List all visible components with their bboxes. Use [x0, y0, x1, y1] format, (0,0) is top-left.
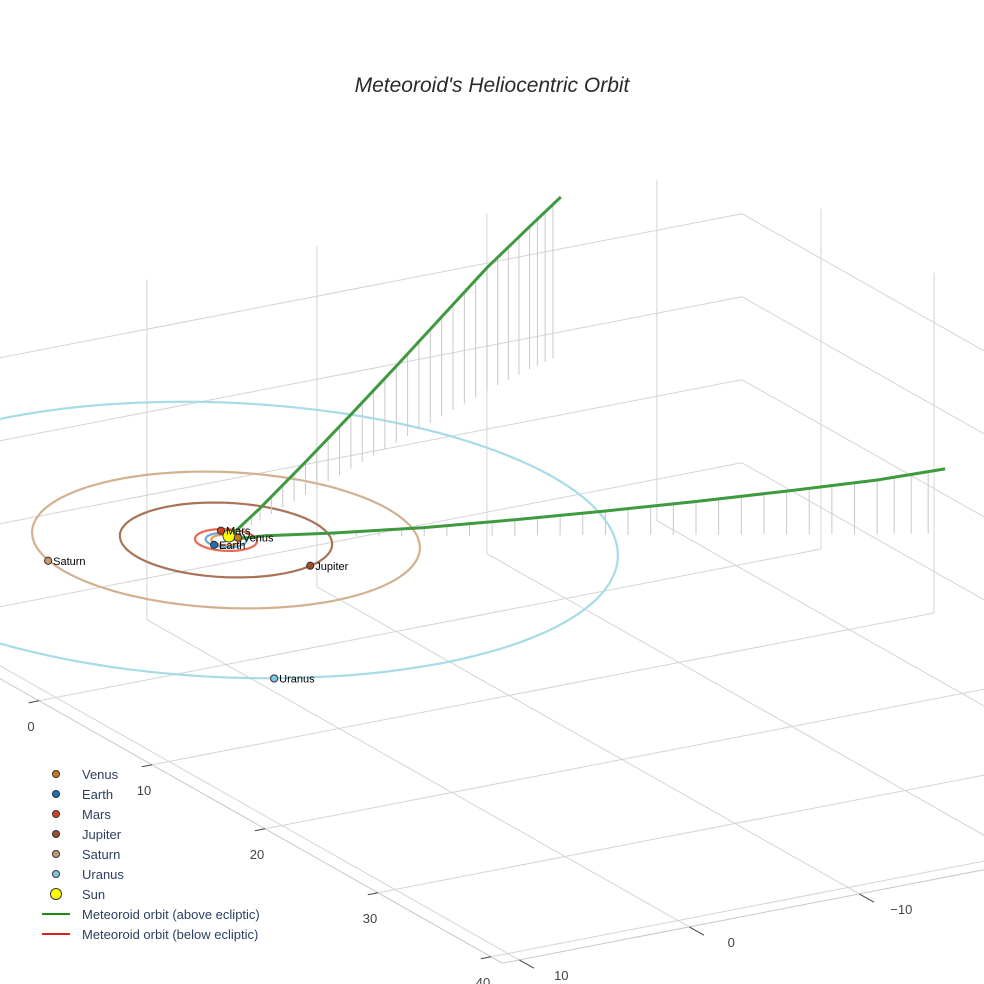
legend-marker-swatch — [38, 804, 74, 824]
grid-line — [741, 462, 984, 601]
legend-label: Jupiter — [82, 826, 122, 842]
grid-line — [656, 520, 984, 707]
y-tick-label: −10 — [890, 902, 912, 917]
planet-label-jupiter: Jupiter — [315, 561, 348, 573]
x-tick-label: 10 — [137, 783, 151, 798]
grid-line — [264, 688, 984, 830]
legend-label: Mars — [82, 806, 111, 822]
x-tick-label: 30 — [363, 911, 377, 926]
grid-line — [741, 379, 984, 518]
grid-line — [0, 213, 742, 359]
grid-line — [316, 586, 860, 895]
legend-line-swatch — [38, 924, 74, 944]
legend-item[interactable]: Meteoroid orbit (above ecliptic) — [38, 904, 260, 924]
grid-line — [741, 213, 984, 352]
orbit-saturn — [30, 470, 422, 610]
grid-line — [377, 774, 984, 894]
y-axis-tick — [689, 926, 705, 936]
grid-line — [38, 548, 822, 702]
legend-label: Earth — [82, 786, 114, 802]
planet-marker-venus — [233, 533, 242, 542]
planet-marker-uranus — [270, 674, 279, 683]
legend-item[interactable]: Jupiter — [38, 824, 260, 844]
legend-item[interactable]: Mars — [38, 804, 260, 824]
legend-item[interactable]: Earth — [38, 784, 260, 804]
legend-label: Uranus — [82, 866, 124, 882]
x-tick-label: 0 — [27, 719, 34, 734]
legend-item[interactable]: Saturn — [38, 844, 260, 864]
grid-line — [0, 462, 742, 608]
y-tick-label: 10 — [554, 968, 568, 983]
x-axis-tick — [28, 700, 40, 704]
orbit-mars — [193, 527, 259, 553]
planet-marker-saturn — [44, 556, 53, 565]
x-axis-tick — [367, 892, 379, 896]
legend-marker-swatch — [38, 824, 74, 844]
meteoroid-orbit-outbound — [225, 467, 946, 542]
y-tick-label: 0 — [728, 935, 735, 950]
legend-marker-swatch — [38, 884, 74, 904]
legend-item[interactable]: Venus — [38, 764, 260, 784]
meteoroid-orbit-lines — [224, 195, 946, 542]
x-tick-label: 40 — [476, 975, 490, 984]
planet-label-saturn: Saturn — [53, 556, 85, 568]
y-axis-tick — [859, 893, 875, 903]
legend-marker-swatch — [38, 864, 74, 884]
grid-line — [490, 860, 984, 958]
grid-line — [146, 619, 690, 928]
legend-label: Meteoroid orbit (above ecliptic) — [82, 906, 260, 922]
legend-marker-swatch — [38, 844, 74, 864]
legend-item[interactable]: Meteoroid orbit (below ecliptic) — [38, 924, 260, 944]
x-tick-label: 20 — [250, 847, 264, 862]
grid-line — [486, 553, 984, 836]
orbit-uranus — [0, 400, 620, 680]
planet-label-earth: Earth — [219, 540, 245, 552]
planet-label-mars: Mars — [226, 526, 251, 538]
grid-line — [0, 665, 520, 961]
x-axis-tick — [254, 828, 266, 832]
planet-marker-jupiter — [306, 561, 315, 570]
legend-label: Meteoroid orbit (below ecliptic) — [82, 926, 259, 942]
planet-marker-mars — [216, 526, 226, 535]
legend-label: Saturn — [82, 846, 121, 862]
legend-item[interactable]: Sun — [38, 884, 260, 904]
legend-marker-swatch — [38, 764, 74, 784]
planet-orbits — [0, 400, 620, 680]
box-edge — [0, 678, 984, 964]
planet-marker-earth — [209, 540, 219, 549]
meteoroid-drop-lines — [242, 204, 929, 537]
grid-line — [151, 612, 935, 766]
grid-line — [0, 296, 742, 442]
meteoroid-orbit-return — [224, 195, 562, 542]
legend-label: Sun — [82, 886, 106, 902]
planet-label-venus: Venus — [243, 533, 274, 545]
x-axis-tick — [141, 764, 153, 768]
legend-label: Venus — [82, 766, 119, 782]
legend-marker-swatch — [38, 784, 74, 804]
legend: Venus Earth Mars Jupiter Saturn Uranus Sun Mete… — [38, 764, 260, 944]
legend-line-swatch — [38, 904, 74, 924]
orbit-jupiter — [118, 501, 334, 579]
planet-label-uranus: Uranus — [279, 673, 315, 685]
grid-line — [741, 296, 984, 435]
y-axis-tick — [519, 959, 535, 969]
x-axis-tick — [480, 956, 492, 960]
chart-title: Meteoroid's Heliocentric Orbit — [354, 74, 630, 97]
legend-item[interactable]: Uranus — [38, 864, 260, 884]
